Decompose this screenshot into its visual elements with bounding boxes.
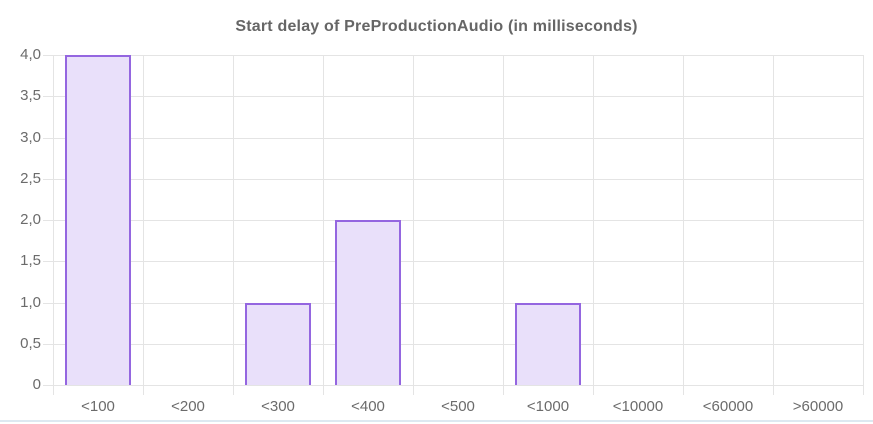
h-gridline: [43, 137, 863, 139]
v-gridline: [593, 55, 594, 395]
v-gridline: [413, 55, 414, 395]
h-gridline: [43, 302, 863, 304]
bar-<1000[interactable]: [515, 302, 581, 385]
y-tick-label: 0,5: [20, 334, 41, 352]
y-tick-label: 1,0: [20, 293, 41, 311]
x-tick-label: <10000: [612, 398, 664, 415]
h-gridline: [43, 220, 863, 221]
y-tick-label: 4,0: [20, 46, 41, 63]
x-tick-label: <100: [81, 398, 115, 415]
x-tick-label: <500: [441, 398, 475, 415]
v-gridline: [143, 55, 144, 395]
h-gridline: [43, 385, 863, 386]
y-tick-label: 3,0: [20, 128, 41, 146]
v-gridline: [683, 55, 684, 395]
y-tick-label: 2,0: [20, 211, 41, 228]
h-gridline: [43, 96, 863, 98]
v-gridline: [233, 55, 234, 395]
y-tick-label: 1,5: [20, 252, 41, 270]
bar-<100[interactable]: [65, 55, 131, 385]
v-gridline: [53, 55, 54, 395]
v-gridline: [503, 55, 504, 395]
bar-<400[interactable]: [335, 220, 401, 385]
x-tick-label: <1000: [526, 398, 570, 415]
x-tick-label: <300: [261, 398, 295, 415]
x-tick-label: <400: [351, 398, 385, 415]
h-gridline: [43, 55, 863, 56]
y-tick-label: 0: [32, 376, 41, 393]
bottom-divider: [0, 420, 873, 422]
v-gridline: [863, 55, 864, 395]
x-tick-label: <60000: [702, 398, 754, 415]
bar-<300[interactable]: [245, 302, 311, 385]
x-tick-label: <200: [171, 398, 205, 415]
v-gridline: [773, 55, 774, 395]
y-tick-label: 2,5: [20, 169, 41, 187]
h-gridline: [43, 261, 863, 263]
x-tick-label: >60000: [792, 398, 844, 415]
y-tick-label: 3,5: [20, 87, 41, 105]
h-gridline: [43, 343, 863, 345]
chart-title: Start delay of PreProductionAudio (in mi…: [235, 18, 638, 35]
h-gridline: [43, 178, 863, 180]
v-gridline: [323, 55, 324, 395]
